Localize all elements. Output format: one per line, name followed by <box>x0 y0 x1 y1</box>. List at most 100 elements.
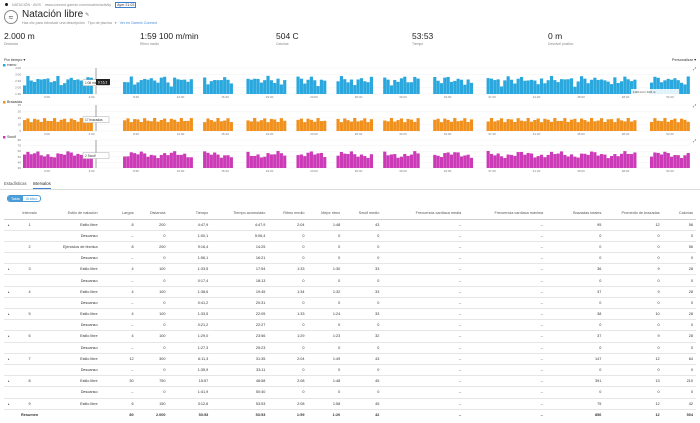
table-row[interactable]: Descanso -- 0 1:41,9 50:40 0 0 0 -- -- 0 0 0 <box>4 386 696 399</box>
table-row[interactable]: ▸ 1 Estilo libre 8 200 4:47,9 4:47,9 2:04 1:48 43… <box>4 219 696 231</box>
column-header[interactable]: Frecuencia cardiaca máxima <box>464 208 547 220</box>
activity-url[interactable]: www.connect.garmin.com/modern/activity <box>44 2 112 7</box>
chart-bar <box>359 78 364 94</box>
chart-view-button[interactable]: Gráfico <box>25 196 38 201</box>
column-header[interactable]: Distancia <box>136 208 169 220</box>
location-link[interactable]: Ver en Garmin Connect <box>119 21 158 25</box>
x-axis-mode-dropdown[interactable]: Por tiempo ▾ <box>4 58 26 62</box>
column-header[interactable]: Swolf medio <box>343 208 383 220</box>
chart-bar <box>179 118 183 131</box>
chart-bar <box>126 118 130 131</box>
table-cell: 150 <box>136 398 169 410</box>
table-cell: 1:33 <box>268 263 308 276</box>
chart-bar <box>649 82 654 94</box>
pool-type[interactable]: Tipo de piscina <box>87 21 112 25</box>
table-cell: 0 <box>343 230 383 242</box>
chart-bar <box>676 155 680 168</box>
table-row[interactable]: 2 Ejercicios de técnica 8 200 9:16,4 14:25 0 0 0… <box>4 241 696 254</box>
expand-row-icon[interactable]: ▸ <box>4 219 14 231</box>
table-row[interactable]: Descanso -- 0 1:27,3 25:23 0 0 0 -- -- 0 0 0 <box>4 342 696 354</box>
expand-chart-icon[interactable]: ⤢ <box>693 103 697 108</box>
edit-pencil-icon[interactable]: ✎ <box>85 11 90 18</box>
chart-bar <box>356 121 360 131</box>
table-row[interactable]: ▸ 3 Estilo libre 4 100 1:33,5 17:54 1:33 1:30 33-… <box>4 263 696 276</box>
chart-bar <box>506 154 510 168</box>
column-header[interactable]: Frecuencia cardiaca media <box>382 208 465 220</box>
column-header[interactable]: Calorías <box>662 208 696 220</box>
table-row[interactable]: ▸ 7 Estilo libre 12 300 6:11,3 31:35 2:04 1:49 43… <box>4 353 696 365</box>
expand-row-icon[interactable]: ▸ <box>4 286 14 298</box>
chevron-down-icon[interactable]: ▾ <box>114 21 117 25</box>
table-row[interactable]: Descanso -- 0 1:00,1 5:06,4 0 0 0 -- -- 0 0 0 <box>4 230 696 242</box>
table-row[interactable]: Descanso -- 0 0:41,2 20:31 0 0 0 -- -- 0 0 0 <box>4 297 696 310</box>
table-cell: -- <box>464 286 547 298</box>
expand-chart-icon[interactable]: ⤢ <box>693 138 697 143</box>
table-cell: 0 <box>343 252 383 265</box>
column-header[interactable]: Intervalo <box>13 208 46 220</box>
column-header[interactable]: Tiempo <box>168 208 212 220</box>
column-header[interactable]: Brazadas totales <box>546 208 605 220</box>
chart-bar <box>663 118 667 131</box>
table-cell: 4 <box>100 330 137 343</box>
table-row[interactable]: Descanso -- 0 1:56,1 16:21 0 0 0 -- -- 0 0 0 <box>4 252 696 265</box>
column-header[interactable]: Tiempo acumulado <box>211 208 269 220</box>
column-header[interactable]: Largos <box>100 208 137 220</box>
expand-row-icon[interactable]: ▸ <box>4 263 14 276</box>
table-cell: 0 <box>307 342 344 354</box>
expand-row-icon[interactable]: ▸ <box>4 398 14 410</box>
chart-bar <box>273 154 277 168</box>
customize-dropdown[interactable]: Personalizar ▾ <box>671 58 696 62</box>
chart-bar <box>496 120 500 131</box>
chart-bar <box>229 122 233 131</box>
table-header-row: Intervalo Estilo de natación Largos Distanc… <box>4 208 696 220</box>
chart-bar <box>349 121 353 131</box>
chart-bar <box>33 153 37 168</box>
chart-bar <box>86 120 90 131</box>
stat-time: 53:53 Tiempo <box>412 31 434 46</box>
column-header[interactable]: Mejor ritmo <box>307 208 344 220</box>
chart-bar <box>246 120 250 131</box>
chart-bar <box>153 80 157 94</box>
table-row[interactable]: ▸ 9 Estilo libre 6 150 3:12,6 53:53 2:08 1:58 45-… <box>4 398 696 410</box>
tab-divider <box>0 189 700 190</box>
expand-row-icon[interactable]: ▸ <box>4 375 14 388</box>
chart-bar <box>353 85 357 94</box>
chart-bar <box>439 83 444 94</box>
chart-bar <box>276 121 280 131</box>
table-row[interactable]: Descanso -- 0 0:17,4 18:13 0 0 0 -- -- 0 0 0 <box>4 274 696 287</box>
column-header[interactable]: Estilo de natación <box>45 208 101 220</box>
activity-date[interactable]: Ayer 21:03 <box>115 1 137 8</box>
chart-bar <box>26 118 30 131</box>
table-row[interactable]: Descanso -- 0 0:21,2 22:27 0 0 0 -- -- 0 0 0 <box>4 319 696 332</box>
table-row[interactable]: ▸ 4 Estilo libre 4 100 1:38,6 19:45 1:34 1:32 33-… <box>4 286 696 298</box>
activity-description[interactable]: Haz clic para introducir una descripción <box>22 21 85 25</box>
table-cell: 0 <box>604 297 663 310</box>
activity-title[interactable]: Natación libre <box>22 9 84 20</box>
column-header[interactable]: Ritmo medio <box>268 208 308 220</box>
table-cell: 75 <box>546 398 605 410</box>
table-row[interactable]: ▸ 6 Estilo libre 4 100 1:29,0 23:56 1:29 1:23 32-… <box>4 330 696 343</box>
expand-row-icon[interactable]: ▸ <box>4 330 14 343</box>
table-cell: 1:48 <box>307 219 344 231</box>
column-header[interactable]: Promedio de brazadas <box>604 208 663 220</box>
x-tick-label: 8:20 <box>133 132 139 136</box>
expand-row-icon[interactable]: ▸ <box>4 353 14 365</box>
chart-bar <box>53 81 57 94</box>
chart-bar <box>69 152 73 168</box>
table-row[interactable]: ▸ 8 Estilo libre 30 750 15:57 48:58 2:08 1:48 45-… <box>4 375 696 388</box>
table-view-button[interactable]: Tabla <box>8 196 23 201</box>
table-cell: Descanso <box>45 319 101 332</box>
tab-intervals[interactable]: Intervalos <box>32 181 51 189</box>
chart-bar <box>313 121 317 131</box>
table-cell: 13 <box>604 375 663 388</box>
table-row[interactable]: Descanso -- 0 1:35,9 33:11 0 0 0 -- -- 0 0 0 <box>4 364 696 377</box>
chart-bar <box>313 154 317 168</box>
table-cell: 0 <box>136 274 169 287</box>
expand-chart-icon[interactable]: ⤢ <box>693 66 697 71</box>
chart-bar <box>486 78 490 94</box>
expand-row-icon[interactable]: ▸ <box>4 308 14 321</box>
table-row[interactable]: ▸ 5 Estilo libre 4 100 1:33,5 22:05 1:33 1:24 33-… <box>4 308 696 321</box>
chart-bar <box>309 151 313 168</box>
tab-statistics[interactable]: Estadísticas <box>4 181 27 186</box>
